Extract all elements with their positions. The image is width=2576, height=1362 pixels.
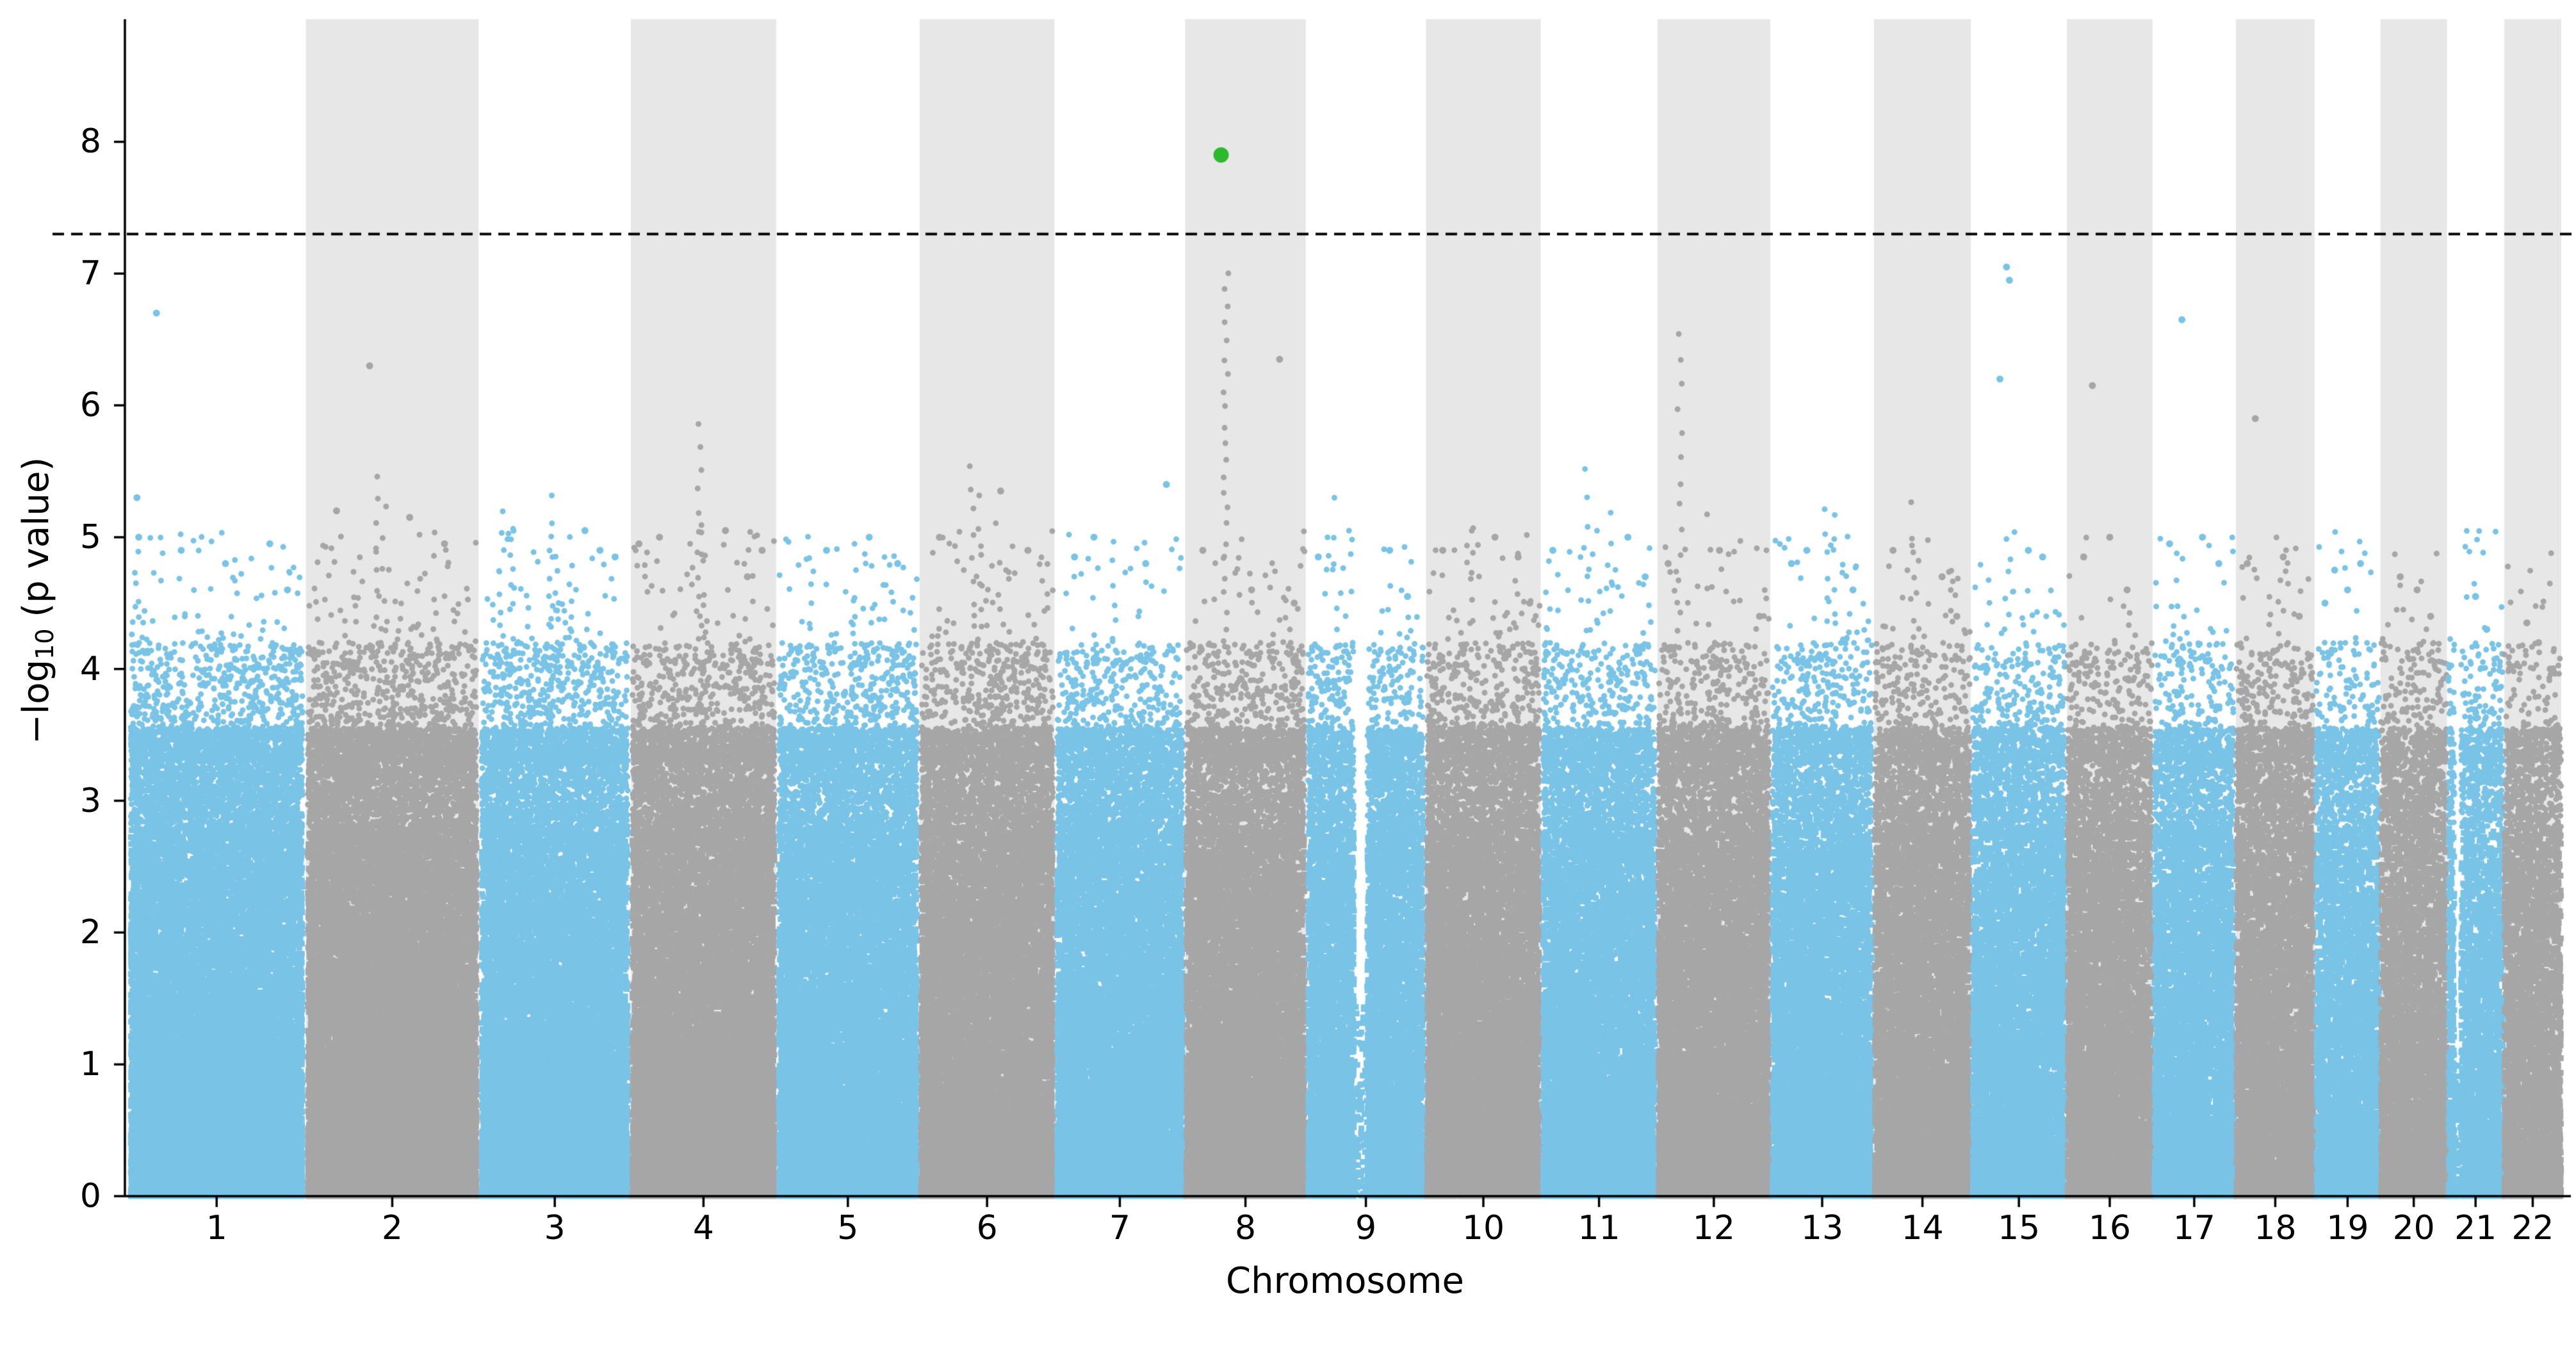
x-tick-label: 9 xyxy=(1355,1209,1377,1247)
x-tick-label: 8 xyxy=(1235,1209,1257,1247)
x-tick-label: 21 xyxy=(2454,1209,2497,1247)
y-tick-label: 7 xyxy=(79,254,101,293)
x-tick-label: 19 xyxy=(2326,1209,2369,1247)
x-tick-label: 15 xyxy=(1998,1209,2041,1247)
x-tick-label: 5 xyxy=(837,1209,859,1247)
x-tick-label: 17 xyxy=(2172,1209,2215,1247)
x-tick-label: 16 xyxy=(2088,1209,2132,1247)
y-axis-label-subscript: 10 xyxy=(30,628,59,660)
x-tick-label: 3 xyxy=(544,1209,566,1247)
x-tick-label: 10 xyxy=(1462,1209,1505,1247)
y-axis-label: −log10 (p value) xyxy=(15,457,59,745)
x-tick-label: 14 xyxy=(1901,1209,1944,1247)
x-tick-label: 6 xyxy=(976,1209,998,1247)
x-tick-label: 13 xyxy=(1800,1209,1844,1247)
x-tick-label: 2 xyxy=(381,1209,403,1247)
y-tick-label: 4 xyxy=(79,649,101,688)
x-tick-label: 11 xyxy=(1577,1209,1620,1247)
x-tick-label: 22 xyxy=(2511,1209,2554,1247)
y-tick-label: 8 xyxy=(79,122,101,161)
y-tick-label: 1 xyxy=(79,1045,101,1084)
x-tick-label: 4 xyxy=(692,1209,714,1247)
y-tick-label: 5 xyxy=(79,517,101,556)
x-tick-label: 1 xyxy=(206,1209,227,1247)
y-tick-label: 2 xyxy=(79,913,101,952)
y-axis-label-post: (p value) xyxy=(15,457,58,629)
x-axis-label: Chromosome xyxy=(1226,1260,1464,1302)
x-tick-label: 7 xyxy=(1109,1209,1130,1247)
y-tick-label: 6 xyxy=(79,386,101,425)
x-tick-label: 18 xyxy=(2254,1209,2297,1247)
x-tick-label: 12 xyxy=(1692,1209,1735,1247)
y-axis-label-pre: −log xyxy=(15,659,58,745)
x-tick-label: 20 xyxy=(2392,1209,2435,1247)
y-tick-label: 3 xyxy=(79,781,101,820)
y-tick-label: 0 xyxy=(79,1177,101,1215)
